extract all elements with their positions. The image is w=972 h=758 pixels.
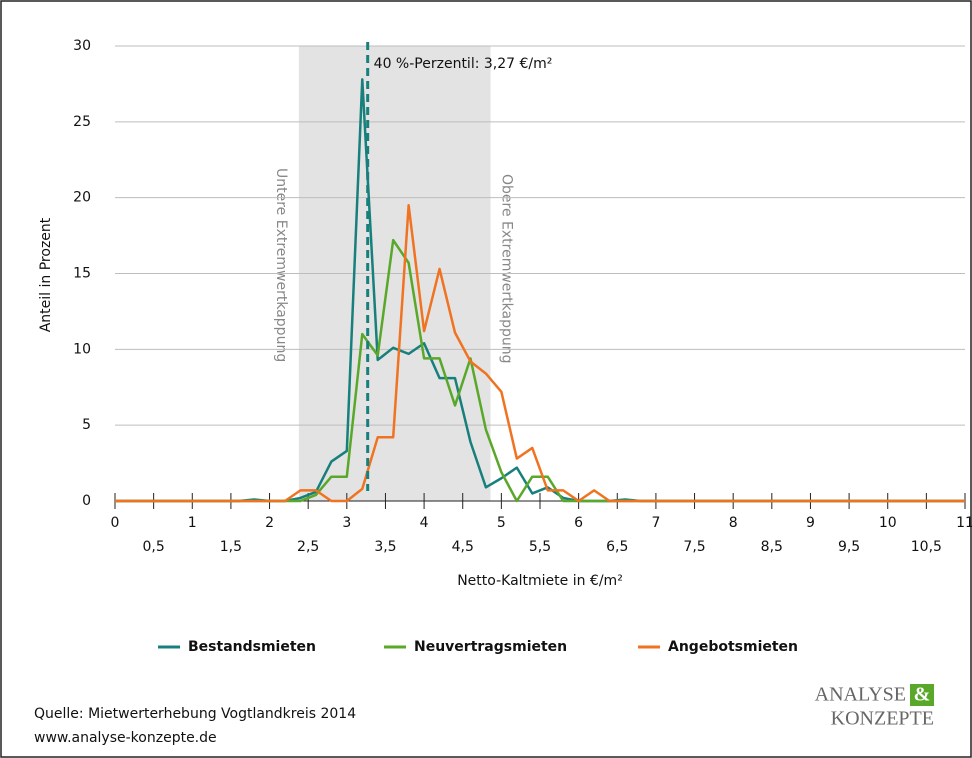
x-tick-label: 1: [188, 515, 197, 531]
x-tick-label: 11: [956, 515, 972, 531]
x-minor-tick-label: 9,5: [838, 539, 860, 555]
legend-label: Neuvertragsmieten: [414, 639, 567, 655]
y-tick-label: 25: [73, 114, 91, 130]
x-tick-label: 4: [420, 515, 429, 531]
band-label: Obere Extremwertkappung: [499, 174, 515, 364]
logo-text: KONZEPTE: [831, 708, 934, 730]
y-tick-label: 5: [82, 417, 91, 433]
x-minor-tick-label: 0,5: [143, 539, 165, 555]
logo-box: [910, 684, 934, 706]
x-tick-label: 6: [574, 515, 583, 531]
x-minor-tick-label: 6,5: [606, 539, 628, 555]
x-minor-tick-label: 8,5: [761, 539, 783, 555]
x-tick-label: 9: [806, 515, 815, 531]
y-tick-label: 10: [73, 341, 91, 357]
y-tick-label: 30: [73, 38, 91, 54]
y-axis-title: Anteil in Prozent: [38, 217, 54, 332]
x-minor-tick-label: 1,5: [220, 539, 242, 555]
x-minor-tick-label: 4,5: [452, 539, 474, 555]
series-line: [115, 78, 965, 503]
x-tick-label: 5: [497, 515, 506, 531]
y-tick-label: 15: [73, 266, 91, 282]
x-minor-tick-label: 7,5: [683, 539, 705, 555]
x-tick-label: 10: [879, 515, 897, 531]
y-tick-label: 20: [73, 190, 91, 206]
series-line: [115, 204, 965, 503]
x-minor-tick-label: 2,5: [297, 539, 319, 555]
percentile-label: 40 %-Perzentil: 3,27 €/m²: [374, 56, 553, 72]
logo-text: ANALYSE: [815, 684, 906, 706]
x-minor-tick-label: 10,5: [911, 539, 942, 555]
legend-label: Angebotsmieten: [668, 639, 798, 655]
x-tick-label: 7: [651, 515, 660, 531]
x-axis-title: Netto-Kaltmiete in €/m²: [457, 573, 623, 589]
x-tick-label: 3: [342, 515, 351, 531]
x-minor-tick-label: 5,5: [529, 539, 551, 555]
source-url: www.analyse-konzepte.de: [34, 730, 217, 746]
logo-ampersand: &: [914, 684, 931, 706]
x-tick-label: 0: [111, 515, 120, 531]
x-minor-tick-label: 3,5: [374, 539, 396, 555]
y-tick-label: 0: [82, 493, 91, 509]
band-label: Untere Extremwertkappung: [273, 168, 289, 362]
series-line: [115, 238, 965, 503]
legend-label: Bestandsmieten: [188, 639, 316, 655]
source: Quelle: Mietwerterhebung Vogtlandkreis 2…: [34, 706, 356, 722]
x-tick-label: 2: [265, 515, 274, 531]
x-tick-label: 8: [729, 515, 738, 531]
